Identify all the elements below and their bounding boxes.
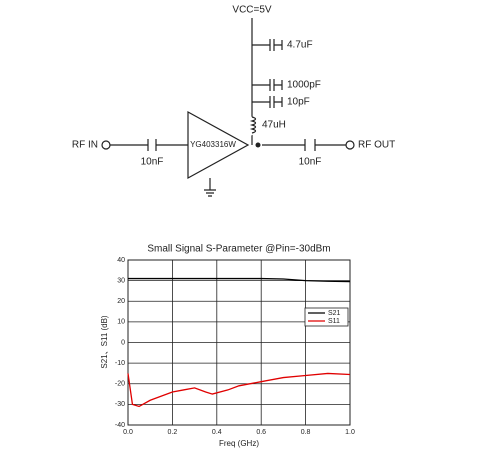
supply-label: VCC=5V	[232, 5, 272, 16]
y-tick-label: 40	[117, 257, 125, 264]
y-tick-label: 10	[117, 319, 125, 326]
series-line	[127, 372, 351, 408]
x-axis-label: Freq (GHz)	[219, 439, 259, 448]
legend-label: S21	[328, 310, 341, 317]
output-label: RF OUT	[358, 140, 395, 151]
inductor-gap	[247, 115, 255, 137]
amplifier-label: YG403316W	[190, 140, 236, 149]
y-tick-label: -30	[115, 401, 125, 408]
inductor	[249, 116, 257, 134]
cap-label: 10nF	[299, 157, 322, 168]
y-tick-label: -40	[115, 422, 125, 429]
inductor-label: 47uH	[262, 120, 286, 131]
y-tick-label: -10	[115, 360, 125, 367]
node	[255, 142, 261, 148]
circuit: VCC=5V 4.7uF 1000pF 10pF 47uH YG403316W …	[72, 5, 395, 197]
input-label: RF IN	[72, 140, 98, 151]
series-line	[128, 277, 351, 283]
y-tick-label: 30	[117, 277, 125, 284]
chart: Small Signal S-Parameter @Pin=-30dBm Fre…	[100, 244, 331, 448]
cap-label: 4.7uF	[287, 40, 313, 51]
legend-label: S11	[328, 318, 340, 325]
x-tick-label: 0.4	[212, 429, 222, 436]
amplifier	[187, 110, 250, 180]
y-tick-label: -20	[115, 381, 125, 388]
cap-label: 1000pF	[287, 80, 321, 91]
y-tick-label: 0	[121, 339, 125, 346]
y-tick-label: 20	[117, 298, 125, 305]
wires	[110, 18, 346, 197]
x-tick-label: 0.8	[301, 429, 311, 436]
cap-label: 10pF	[287, 97, 310, 108]
x-tick-label: 1.0	[345, 429, 355, 436]
x-tick-label: 0.0	[123, 429, 133, 436]
port	[101, 140, 111, 150]
cap-label: 10nF	[141, 157, 164, 168]
legend	[304, 307, 349, 327]
chart-title: Small Signal S-Parameter @Pin=-30dBm	[147, 244, 330, 255]
x-tick-label: 0.2	[168, 429, 178, 436]
capacitors	[252, 39, 283, 108]
coupling-caps	[147, 139, 316, 151]
x-tick-label: 0.6	[256, 429, 266, 436]
port	[345, 140, 355, 150]
y-axis-label: S21、S11 (dB)	[100, 315, 109, 369]
